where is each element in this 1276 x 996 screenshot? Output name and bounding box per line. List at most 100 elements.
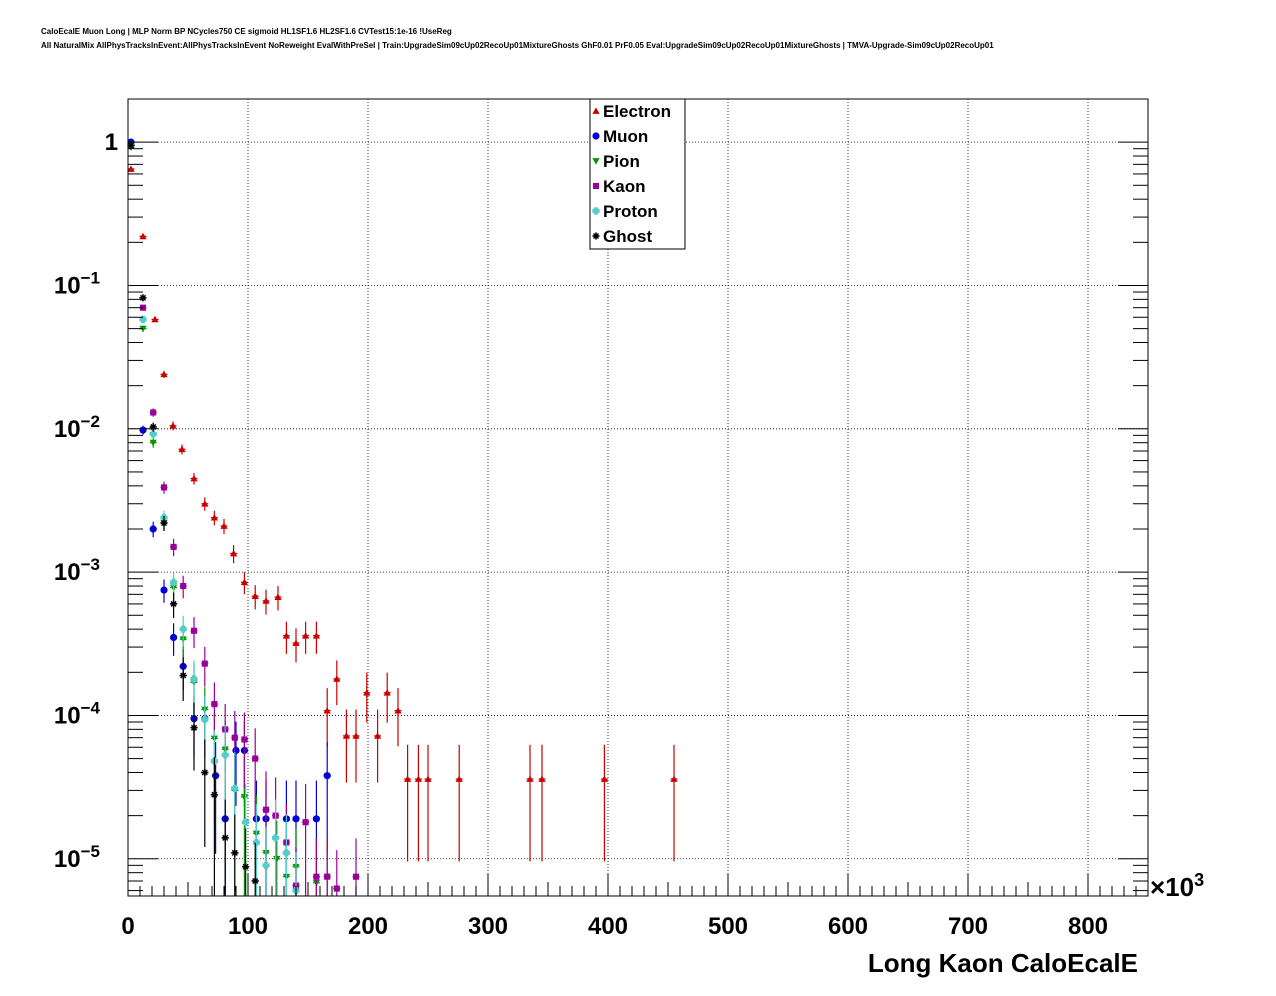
y-tick-label: 10−5 bbox=[54, 842, 100, 873]
proton-point bbox=[262, 861, 270, 869]
proton-point bbox=[231, 784, 239, 792]
x-axis-multiplier: ×103 bbox=[1150, 870, 1204, 902]
chart-title-line-1: CaloEcalE Muon Long | MLP Norm BP NCycle… bbox=[41, 27, 452, 36]
muon-point bbox=[170, 633, 178, 642]
x-tick-label: 700 bbox=[948, 913, 988, 940]
legend-marker-electron bbox=[592, 107, 600, 114]
electron-point bbox=[363, 689, 371, 696]
muon-point bbox=[323, 772, 331, 780]
legend-marker-muon bbox=[592, 132, 600, 140]
x-tick-label: 0 bbox=[121, 913, 134, 940]
electron-point bbox=[342, 732, 350, 739]
electron-point bbox=[394, 707, 402, 714]
electron-point bbox=[160, 370, 168, 378]
pion-point bbox=[149, 439, 157, 447]
electron-point bbox=[455, 775, 463, 782]
electron-point bbox=[670, 775, 678, 782]
ghost-point bbox=[251, 877, 259, 885]
electron-point bbox=[169, 422, 177, 429]
kaon-point bbox=[333, 885, 340, 892]
electron-point bbox=[127, 165, 135, 172]
ghost-point bbox=[190, 724, 198, 732]
ghost-point bbox=[221, 834, 229, 842]
electron-point bbox=[333, 675, 341, 682]
kaon-point bbox=[170, 543, 177, 550]
electron-point bbox=[210, 514, 218, 521]
legend-marker-kaon bbox=[592, 182, 600, 190]
muon-point bbox=[212, 772, 220, 780]
ghost-point bbox=[170, 600, 178, 608]
y-tick-label: 10−4 bbox=[54, 698, 101, 729]
electron-point bbox=[600, 775, 608, 782]
electron-point bbox=[374, 732, 382, 739]
electron-point bbox=[383, 689, 391, 696]
kaon-point bbox=[231, 734, 238, 741]
proton-point bbox=[149, 430, 157, 438]
ghost-point bbox=[179, 671, 187, 680]
kaon-point bbox=[302, 819, 309, 826]
electron-point bbox=[352, 732, 360, 739]
proton-point bbox=[252, 838, 260, 847]
legend-label-ghost: Ghost bbox=[603, 227, 652, 246]
electron-point bbox=[178, 445, 186, 453]
ghost-point bbox=[149, 423, 157, 431]
ghost-point bbox=[242, 863, 250, 871]
x-tick-label: 600 bbox=[828, 913, 868, 940]
series-electron bbox=[127, 165, 678, 862]
x-tick-label: 200 bbox=[348, 913, 388, 940]
electron-point bbox=[323, 707, 331, 714]
proton-point bbox=[179, 625, 187, 633]
legend-marker-ghost bbox=[592, 232, 600, 240]
muon-point bbox=[139, 426, 147, 434]
y-tick-label: 1 bbox=[105, 129, 118, 156]
kaon-point bbox=[190, 627, 198, 634]
electron-point bbox=[274, 593, 282, 600]
electron-point bbox=[251, 592, 259, 600]
chart-title-line-2: All NaturalMix AllPhysTracksInEvent:AllP… bbox=[41, 41, 994, 50]
proton-point bbox=[201, 715, 209, 723]
tick-labels: 0 100 200 300 400 500 600 700 800 1 10−1 10−2 10−3 10… bbox=[54, 129, 1108, 940]
y-tick-label: 10−3 bbox=[54, 555, 100, 586]
legend-marker-pion bbox=[592, 158, 600, 165]
electron-point bbox=[151, 315, 159, 323]
proton-point bbox=[242, 818, 250, 826]
grid-lines bbox=[128, 99, 1148, 896]
kaon-point bbox=[241, 736, 248, 743]
axis-ticks bbox=[127, 98, 1148, 896]
electron-point bbox=[220, 522, 228, 529]
muon-point bbox=[232, 746, 240, 755]
electron-point bbox=[190, 474, 198, 482]
kaon-point bbox=[211, 701, 218, 708]
electron-point bbox=[538, 775, 546, 782]
electron-point bbox=[414, 775, 422, 782]
electron-point bbox=[240, 578, 248, 586]
muon-point bbox=[292, 815, 300, 823]
electron-point bbox=[139, 232, 147, 240]
proton-point bbox=[221, 751, 229, 759]
electron-point bbox=[262, 597, 270, 604]
proton-point bbox=[190, 675, 198, 683]
x-tick-label: 400 bbox=[588, 913, 628, 940]
proton-point bbox=[282, 849, 290, 857]
legend: Electron Muon Pion Kaon Proton Ghost bbox=[589, 98, 686, 250]
series-muon bbox=[127, 138, 331, 896]
kaon-point bbox=[180, 582, 187, 590]
kaon-point bbox=[262, 806, 270, 813]
electron-point bbox=[404, 775, 412, 782]
y-tick-label: 10−1 bbox=[54, 268, 100, 299]
legend-marker-proton bbox=[592, 207, 600, 215]
legend-label-proton: Proton bbox=[603, 202, 658, 221]
electron-point bbox=[292, 639, 300, 646]
legend-label-electron: Electron bbox=[603, 102, 671, 121]
legend-label-muon: Muon bbox=[603, 127, 648, 146]
electron-point bbox=[201, 500, 209, 507]
electron-point bbox=[526, 775, 534, 782]
kaon-point bbox=[352, 873, 360, 880]
x-tick-label: 100 bbox=[228, 913, 268, 940]
ghost-point bbox=[231, 849, 239, 857]
ghost-point bbox=[201, 768, 209, 777]
series-ghost bbox=[127, 141, 259, 896]
muon-point bbox=[312, 815, 320, 823]
x-tick-label: 500 bbox=[708, 913, 748, 940]
